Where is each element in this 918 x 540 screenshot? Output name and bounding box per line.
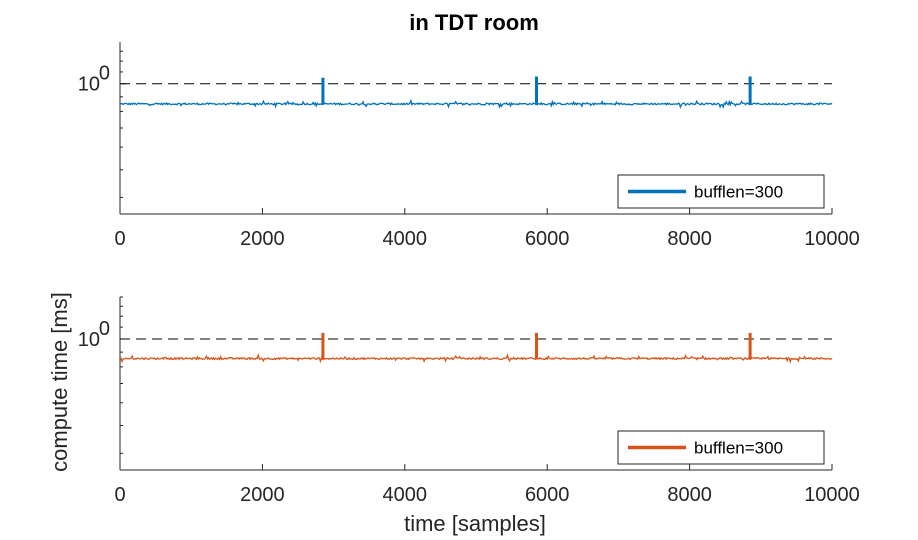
x-tick-label: 10000	[804, 484, 860, 506]
x-tick-label: 4000	[383, 484, 428, 506]
y-tick-label-exponent: 0	[99, 63, 110, 85]
x-tick-label: 10000	[804, 228, 860, 250]
x-tick-label: 4000	[383, 228, 428, 250]
figure-title: in TDT room	[409, 10, 539, 35]
legend-label: bufflen=300	[694, 439, 783, 458]
y-tick-label: 10	[78, 74, 100, 96]
x-tick-label: 6000	[525, 484, 570, 506]
x-tick-label: 8000	[667, 228, 712, 250]
x-tick-label: 2000	[240, 228, 285, 250]
x-tick-label: 6000	[525, 228, 570, 250]
x-tick-label: 0	[114, 228, 125, 250]
x-axis-label: time [samples]	[404, 511, 546, 536]
legend-label: bufflen=300	[694, 183, 783, 202]
x-tick-label: 8000	[667, 484, 712, 506]
x-tick-label: 0	[114, 484, 125, 506]
series-line	[119, 352, 833, 364]
y-axis-label: compute time [ms]	[47, 292, 72, 472]
y-tick-label: 10	[78, 329, 100, 351]
series-line	[119, 98, 833, 110]
y-tick-label-exponent: 0	[99, 318, 110, 340]
x-tick-label: 2000	[240, 484, 285, 506]
